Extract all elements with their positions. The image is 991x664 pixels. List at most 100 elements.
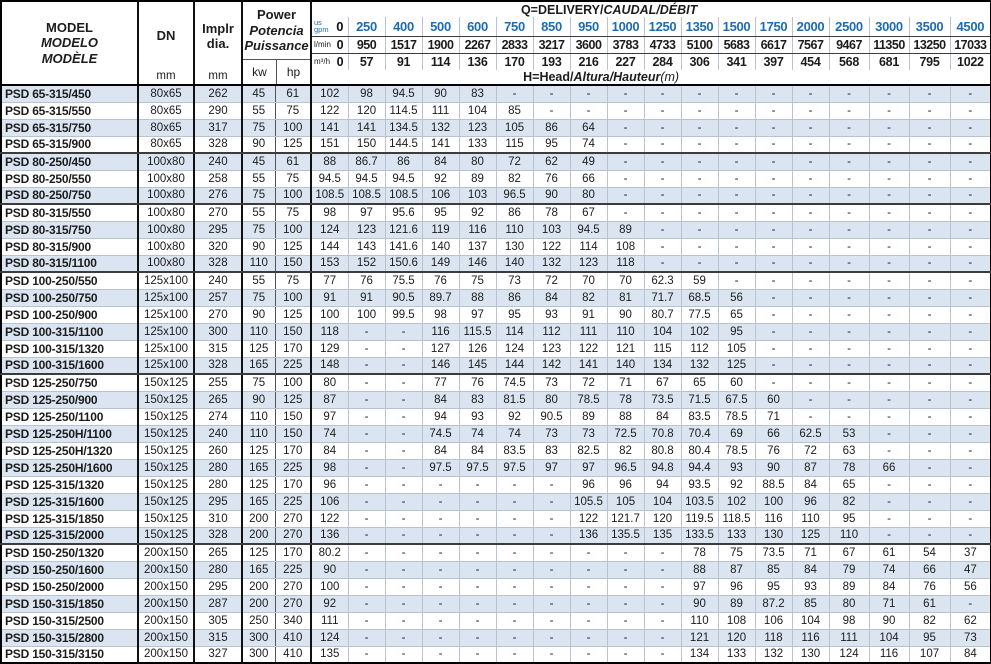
head-value-cell: 91: [347, 288, 386, 307]
power-hp-cell: 75: [274, 203, 313, 222]
head-value-cell: -: [868, 407, 910, 426]
head-value-cell: -: [643, 645, 682, 664]
head-value-cell: 76: [347, 271, 386, 290]
model-cell: PSD 125-250H/1320: [0, 441, 139, 460]
head-value-cell: 94.4: [680, 458, 719, 477]
head-value-cell: -: [495, 509, 534, 528]
flow-value-m3h: 454: [791, 52, 830, 70]
head-value-cell: -: [717, 186, 756, 205]
head-value-cell: 153: [310, 254, 349, 273]
power-kw-cell: 165: [241, 458, 276, 477]
head-value-cell: 78: [828, 458, 870, 477]
head-value-cell: 83: [532, 441, 571, 460]
flow-value-gpm: 1500: [717, 17, 756, 37]
head-value-cell: 60: [717, 373, 756, 392]
head-value-cell: 74: [569, 135, 608, 154]
head-value-cell: 77.5: [680, 305, 719, 324]
head-value-cell: 130: [754, 526, 793, 545]
head-value-cell: -: [643, 628, 682, 647]
head-value-cell: 146: [421, 356, 460, 375]
power-hp-cell: 340: [274, 611, 313, 630]
head-value-cell: -: [717, 169, 756, 188]
dn-cell: 200x150: [137, 560, 195, 579]
dn-cell: 125x100: [137, 356, 195, 375]
head-value-cell: -: [949, 339, 991, 358]
head-value-cell: 108: [606, 237, 645, 256]
head-value-cell: 76: [532, 169, 571, 188]
head-value-cell: 90: [606, 305, 645, 324]
head-value-cell: 95: [717, 322, 756, 341]
power-hp-cell: 150: [274, 254, 313, 273]
flow-value-lmin: 3217: [532, 35, 571, 54]
flow-value-gpm: 1000: [606, 17, 645, 37]
head-value-cell: 89: [828, 577, 870, 596]
head-value-cell: 76: [421, 271, 460, 290]
head-value-cell: -: [949, 492, 991, 511]
model-cell: PSD 100-250/550: [0, 271, 139, 290]
head-value-cell: 96: [606, 475, 645, 494]
potencia-label: Potencia: [249, 22, 304, 38]
head-value-cell: -: [606, 577, 645, 596]
head-value-cell: 108.5: [347, 186, 386, 205]
head-value-cell: -: [949, 237, 991, 256]
head-value-cell: -: [643, 237, 682, 256]
dn-cell: 150x125: [137, 390, 195, 409]
head-value-cell: 124: [310, 220, 349, 239]
head-value-cell: -: [949, 101, 991, 120]
head-value-cell: -: [754, 237, 793, 256]
head-value-cell: 75.5: [384, 271, 423, 290]
head-value-cell: 106: [421, 186, 460, 205]
head-value-cell: -: [421, 526, 460, 545]
head-value-cell: -: [347, 373, 386, 392]
flow-value-m3h: 227: [606, 52, 645, 70]
head-value-cell: -: [908, 407, 951, 426]
head-value-cell: 132: [680, 356, 719, 375]
head-value-cell: 121.6: [384, 220, 423, 239]
dn-cell: 150x125: [137, 475, 195, 494]
head-value-cell: 85: [754, 560, 793, 579]
flow-value-lmin: 3600: [569, 35, 608, 54]
impeller-dia-cell: 270: [193, 305, 243, 324]
head-value-cell: 94.5: [384, 169, 423, 188]
power-kw-cell: 45: [241, 152, 276, 171]
head-value-cell: -: [791, 203, 830, 222]
modele-label: MODÈLE: [41, 50, 98, 66]
power-kw-cell: 125: [241, 475, 276, 494]
head-value-cell: 116: [868, 645, 910, 664]
head-value-cell: 98: [310, 203, 349, 222]
power-hp-cell: 100: [274, 288, 313, 307]
head-value-cell: 81.5: [495, 390, 534, 409]
head-value-cell: 49: [569, 152, 608, 171]
head-value-cell: -: [949, 441, 991, 460]
head-value-cell: 95: [828, 509, 870, 528]
head-value-cell: -: [643, 560, 682, 579]
head-value-cell: -: [458, 509, 497, 528]
head-value-cell: -: [458, 475, 497, 494]
head-value-cell: -: [949, 322, 991, 341]
head-value-cell: 61: [868, 543, 910, 562]
power-hp-cell: 170: [274, 475, 313, 494]
head-value-cell: 140: [421, 237, 460, 256]
dn-cell: 200x150: [137, 577, 195, 596]
model-cell: PSD 150-250/1600: [0, 560, 139, 579]
head-value-cell: 92: [495, 407, 534, 426]
flow-value-m3h: 341: [717, 52, 756, 70]
head-value-cell: -: [791, 254, 830, 273]
head-value-cell: -: [569, 101, 608, 120]
head-value-cell: -: [868, 305, 910, 324]
head-value-cell: 84: [421, 441, 460, 460]
dn-cell: 100x80: [137, 237, 195, 256]
head-value-cell: -: [606, 169, 645, 188]
impeller-dia-cell: 287: [193, 594, 243, 613]
head-value-cell: -: [606, 135, 645, 154]
head-value-cell: -: [791, 169, 830, 188]
head-value-cell: -: [754, 169, 793, 188]
head-value-cell: 86: [495, 203, 534, 222]
head-value-cell: 119.5: [680, 509, 719, 528]
head-value-cell: 100: [347, 305, 386, 324]
head-value-cell: 67: [828, 543, 870, 562]
head-value-cell: 100: [754, 492, 793, 511]
hp-unit-label: hp: [286, 65, 301, 79]
head-value-cell: -: [949, 509, 991, 528]
impeller-dia-cell: 262: [193, 84, 243, 103]
